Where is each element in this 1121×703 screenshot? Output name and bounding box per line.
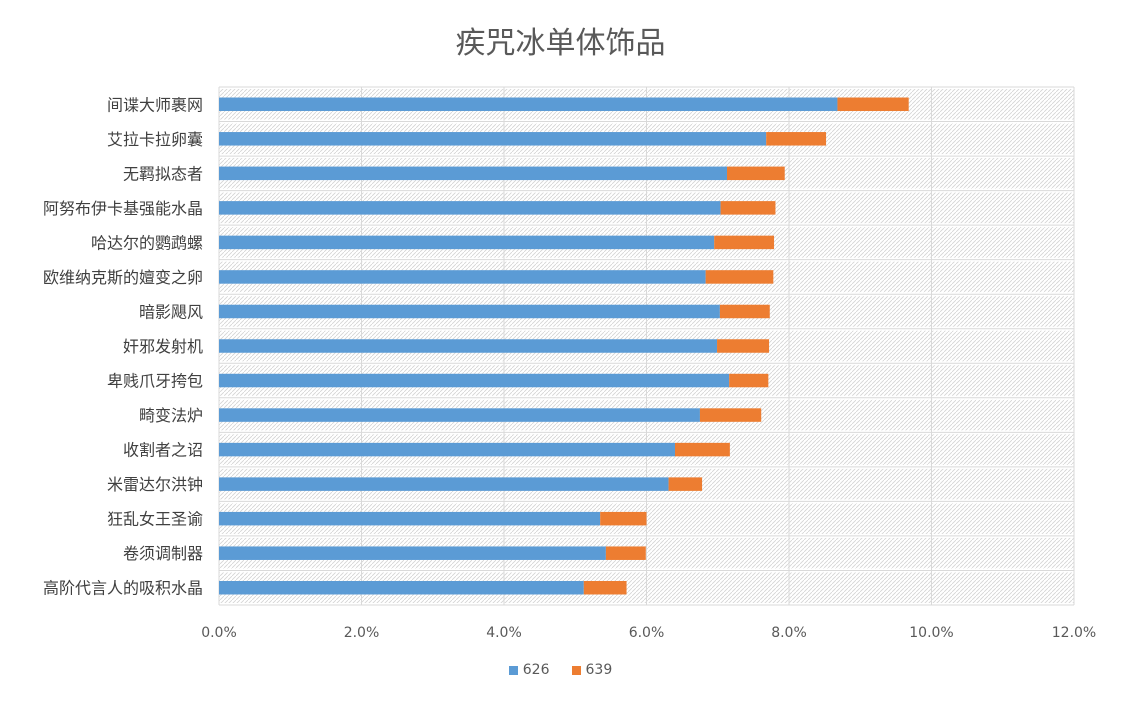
bar-639 bbox=[605, 546, 646, 560]
legend-label: 639 bbox=[585, 662, 613, 678]
category-label: 收割者之诏 bbox=[123, 441, 203, 460]
bar-639 bbox=[720, 201, 776, 215]
category-label: 米雷达尔洪钟 bbox=[107, 475, 203, 494]
category-label: 无羁拟态者 bbox=[123, 164, 203, 183]
bar-639 bbox=[717, 339, 770, 353]
legend-item: 626 bbox=[508, 662, 550, 678]
bar-626 bbox=[219, 477, 669, 491]
bar-639 bbox=[837, 97, 909, 112]
category-label: 阿努布伊卡基强能水晶 bbox=[43, 199, 203, 218]
bar-626 bbox=[219, 304, 720, 319]
x-tick-label: 2.0% bbox=[344, 625, 380, 641]
category-label: 艾拉卡拉卵囊 bbox=[107, 130, 203, 149]
bar-626 bbox=[219, 511, 601, 526]
category-label: 卑贱爪牙挎包 bbox=[107, 372, 203, 391]
bar-639 bbox=[727, 166, 785, 181]
legend-swatch bbox=[508, 665, 518, 675]
bar-626 bbox=[219, 339, 718, 353]
chart-title: 疾咒冰单体饰品 bbox=[455, 26, 666, 61]
category-label: 奸邪发射机 bbox=[123, 337, 203, 356]
bar-639 bbox=[714, 235, 775, 250]
bar-639 bbox=[766, 132, 827, 146]
category-label: 卷须调制器 bbox=[123, 544, 203, 563]
category-label: 狂乱女王圣谕 bbox=[107, 510, 203, 529]
bar-639 bbox=[583, 580, 627, 595]
x-tick-label: 4.0% bbox=[486, 625, 522, 641]
bar-626 bbox=[219, 132, 767, 146]
x-tick-label: 8.0% bbox=[771, 625, 807, 641]
x-tick-label: 0.0% bbox=[201, 625, 237, 641]
bar-639 bbox=[705, 270, 774, 284]
legend: 626 639 bbox=[0, 662, 1121, 678]
bar-626 bbox=[219, 373, 730, 388]
category-label: 欧维纳克斯的嬗变之卵 bbox=[43, 268, 203, 287]
bar-626 bbox=[219, 442, 675, 457]
legend-label: 626 bbox=[522, 662, 550, 678]
bar-626 bbox=[219, 546, 606, 560]
bar-626 bbox=[219, 97, 838, 112]
bar-626 bbox=[219, 201, 721, 215]
category-label: 间谍大师裹网 bbox=[107, 95, 203, 114]
category-label: 暗影飓风 bbox=[139, 302, 203, 321]
bar-626 bbox=[219, 166, 728, 181]
bar-639 bbox=[675, 442, 730, 457]
category-label: 哈达尔的鹦鹉螺 bbox=[91, 233, 203, 252]
bar-626 bbox=[219, 235, 715, 250]
bar-639 bbox=[699, 408, 762, 422]
bar-626 bbox=[219, 408, 700, 422]
x-tick-label: 6.0% bbox=[629, 625, 665, 641]
bar-639 bbox=[729, 373, 769, 388]
bar-626 bbox=[219, 580, 584, 595]
x-tick-label: 10.0% bbox=[909, 625, 953, 641]
x-tick-label: 12.0% bbox=[1052, 625, 1096, 641]
bar-639 bbox=[668, 477, 703, 491]
bar-639 bbox=[600, 511, 647, 526]
bar-639 bbox=[719, 304, 770, 319]
bar-626 bbox=[219, 270, 706, 284]
legend-swatch bbox=[571, 665, 581, 675]
legend-item: 639 bbox=[571, 662, 613, 678]
category-label: 畸变法炉 bbox=[139, 406, 203, 425]
category-label: 高阶代言人的吸积水晶 bbox=[43, 579, 203, 598]
